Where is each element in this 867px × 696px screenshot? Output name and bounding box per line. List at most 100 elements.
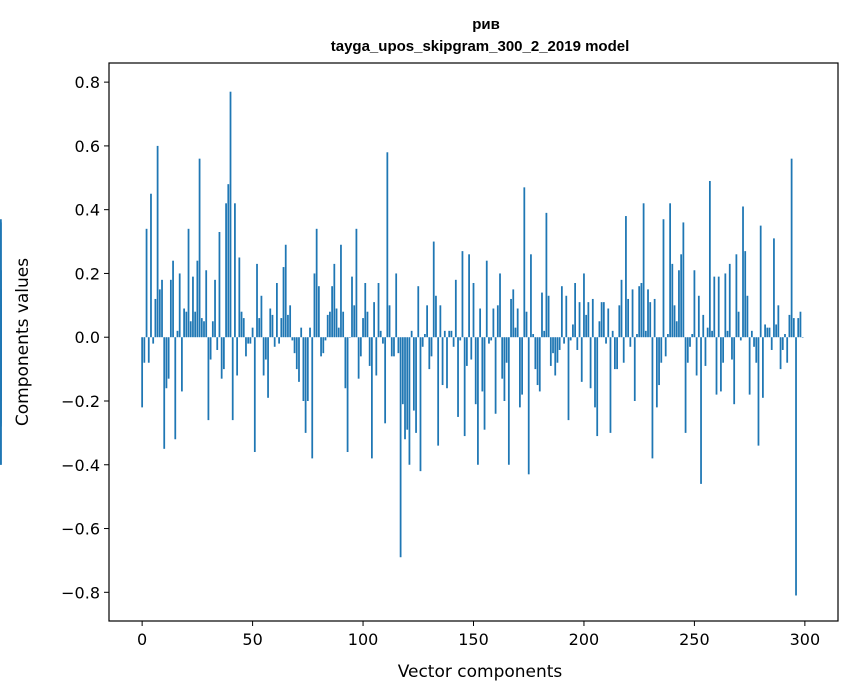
bar [176, 330, 179, 338]
bar [589, 337, 592, 389]
bar [768, 327, 771, 338]
bar [717, 276, 720, 338]
bar [563, 337, 565, 344]
bar [697, 295, 700, 338]
bar [256, 263, 258, 338]
bar [609, 337, 612, 433]
bar [450, 330, 453, 338]
bar [554, 337, 557, 376]
bar [234, 203, 236, 338]
bar [351, 276, 353, 338]
bar [185, 311, 188, 338]
bar [532, 334, 535, 338]
bar [485, 260, 488, 338]
bar [777, 305, 780, 338]
bar [748, 337, 751, 395]
bar [558, 337, 561, 350]
bar [479, 308, 482, 338]
x-tick-label: 200 [569, 630, 600, 649]
bar [435, 295, 437, 338]
bar [287, 314, 289, 338]
y-tick-label: 0.0 [75, 328, 100, 347]
bar [510, 298, 512, 338]
bar [492, 308, 495, 338]
y-axis-label: Components values [13, 258, 33, 426]
bar [315, 228, 318, 338]
bar [784, 334, 786, 338]
y-tick-label: 0.2 [75, 264, 100, 283]
bar [614, 337, 616, 370]
bar [408, 337, 411, 465]
bar [739, 337, 742, 341]
bar [708, 180, 711, 338]
chart-subtitle: tayga_upos_skipgram_300_2_2019 model [331, 38, 630, 55]
bar [432, 241, 435, 338]
bar [728, 263, 731, 338]
bar [189, 321, 192, 338]
bar [483, 337, 486, 430]
bar [686, 337, 689, 363]
bar [329, 311, 331, 338]
bar [395, 273, 398, 338]
bar [240, 311, 243, 338]
y-tick-label: −0.2 [61, 392, 100, 411]
bar [651, 337, 654, 459]
bar [691, 334, 694, 338]
bar [340, 244, 342, 338]
bar [404, 337, 406, 440]
bar [667, 334, 669, 338]
bar [178, 273, 181, 338]
bar [638, 286, 641, 338]
bar [547, 295, 550, 338]
bar [797, 318, 800, 338]
bar [585, 314, 588, 338]
bar [355, 228, 358, 338]
bar [205, 270, 208, 338]
bar [253, 337, 256, 453]
bar [198, 158, 201, 338]
bar [689, 337, 691, 347]
bar [773, 238, 775, 338]
bar [682, 222, 685, 338]
bar [536, 337, 539, 386]
y-tick-label: −0.6 [61, 520, 100, 539]
bar [161, 279, 163, 338]
bar [335, 308, 338, 338]
bar [587, 302, 590, 338]
bar [569, 337, 572, 341]
bar [337, 327, 340, 338]
bar [633, 337, 636, 401]
bar [147, 337, 150, 363]
x-tick-label: 50 [242, 630, 262, 649]
bar [298, 337, 300, 382]
bar [744, 251, 747, 338]
bar [371, 337, 373, 459]
bar [311, 337, 314, 459]
bar [289, 305, 292, 338]
bar [724, 273, 727, 338]
bar [465, 337, 468, 366]
bar [556, 337, 559, 363]
bar [503, 337, 506, 401]
x-axis-ticks: 0 50 100 150 200 250 300 [137, 621, 820, 649]
bar [530, 254, 532, 338]
bar [521, 337, 523, 395]
bar [236, 337, 239, 376]
bar [759, 225, 762, 338]
bar [507, 337, 510, 465]
bar [238, 257, 241, 338]
bar [421, 337, 424, 347]
bar [368, 337, 371, 366]
x-tick-label: 100 [348, 630, 379, 649]
bar [477, 337, 479, 465]
bar [461, 251, 464, 338]
bar [662, 219, 665, 338]
bar [746, 295, 749, 338]
bar [393, 337, 395, 357]
x-tick-label: 300 [790, 630, 821, 649]
bar [534, 337, 537, 370]
y-axis-ticks: −0.8 −0.6 −0.4 −0.2 0.0 0.2 0.4 0.6 0.8 [61, 73, 109, 602]
bar [755, 337, 758, 363]
bar [320, 337, 322, 357]
bar [598, 321, 601, 338]
